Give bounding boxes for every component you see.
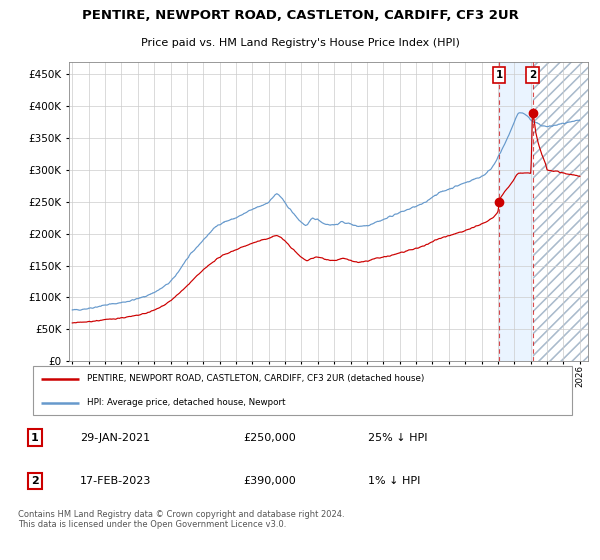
Text: £390,000: £390,000 xyxy=(244,476,296,486)
Bar xyxy=(499,62,533,361)
Text: 1% ↓ HPI: 1% ↓ HPI xyxy=(368,476,420,486)
Text: HPI: Average price, detached house, Newport: HPI: Average price, detached house, Newp… xyxy=(88,398,286,407)
Text: 29-JAN-2021: 29-JAN-2021 xyxy=(80,432,150,442)
Text: 1: 1 xyxy=(496,70,503,80)
Text: 2: 2 xyxy=(31,476,39,486)
Bar xyxy=(533,62,596,361)
Bar xyxy=(533,62,600,361)
Text: 1: 1 xyxy=(31,432,39,442)
FancyBboxPatch shape xyxy=(33,366,572,415)
Text: PENTIRE, NEWPORT ROAD, CASTLETON, CARDIFF, CF3 2UR: PENTIRE, NEWPORT ROAD, CASTLETON, CARDIF… xyxy=(82,9,518,22)
Text: Price paid vs. HM Land Registry's House Price Index (HPI): Price paid vs. HM Land Registry's House … xyxy=(140,38,460,48)
Bar xyxy=(533,62,596,361)
Text: Contains HM Land Registry data © Crown copyright and database right 2024.
This d: Contains HM Land Registry data © Crown c… xyxy=(18,510,344,529)
Text: 25% ↓ HPI: 25% ↓ HPI xyxy=(368,432,427,442)
Text: 17-FEB-2023: 17-FEB-2023 xyxy=(80,476,151,486)
Text: 2: 2 xyxy=(529,70,536,80)
Text: £250,000: £250,000 xyxy=(244,432,296,442)
Text: PENTIRE, NEWPORT ROAD, CASTLETON, CARDIFF, CF3 2UR (detached house): PENTIRE, NEWPORT ROAD, CASTLETON, CARDIF… xyxy=(88,375,425,384)
